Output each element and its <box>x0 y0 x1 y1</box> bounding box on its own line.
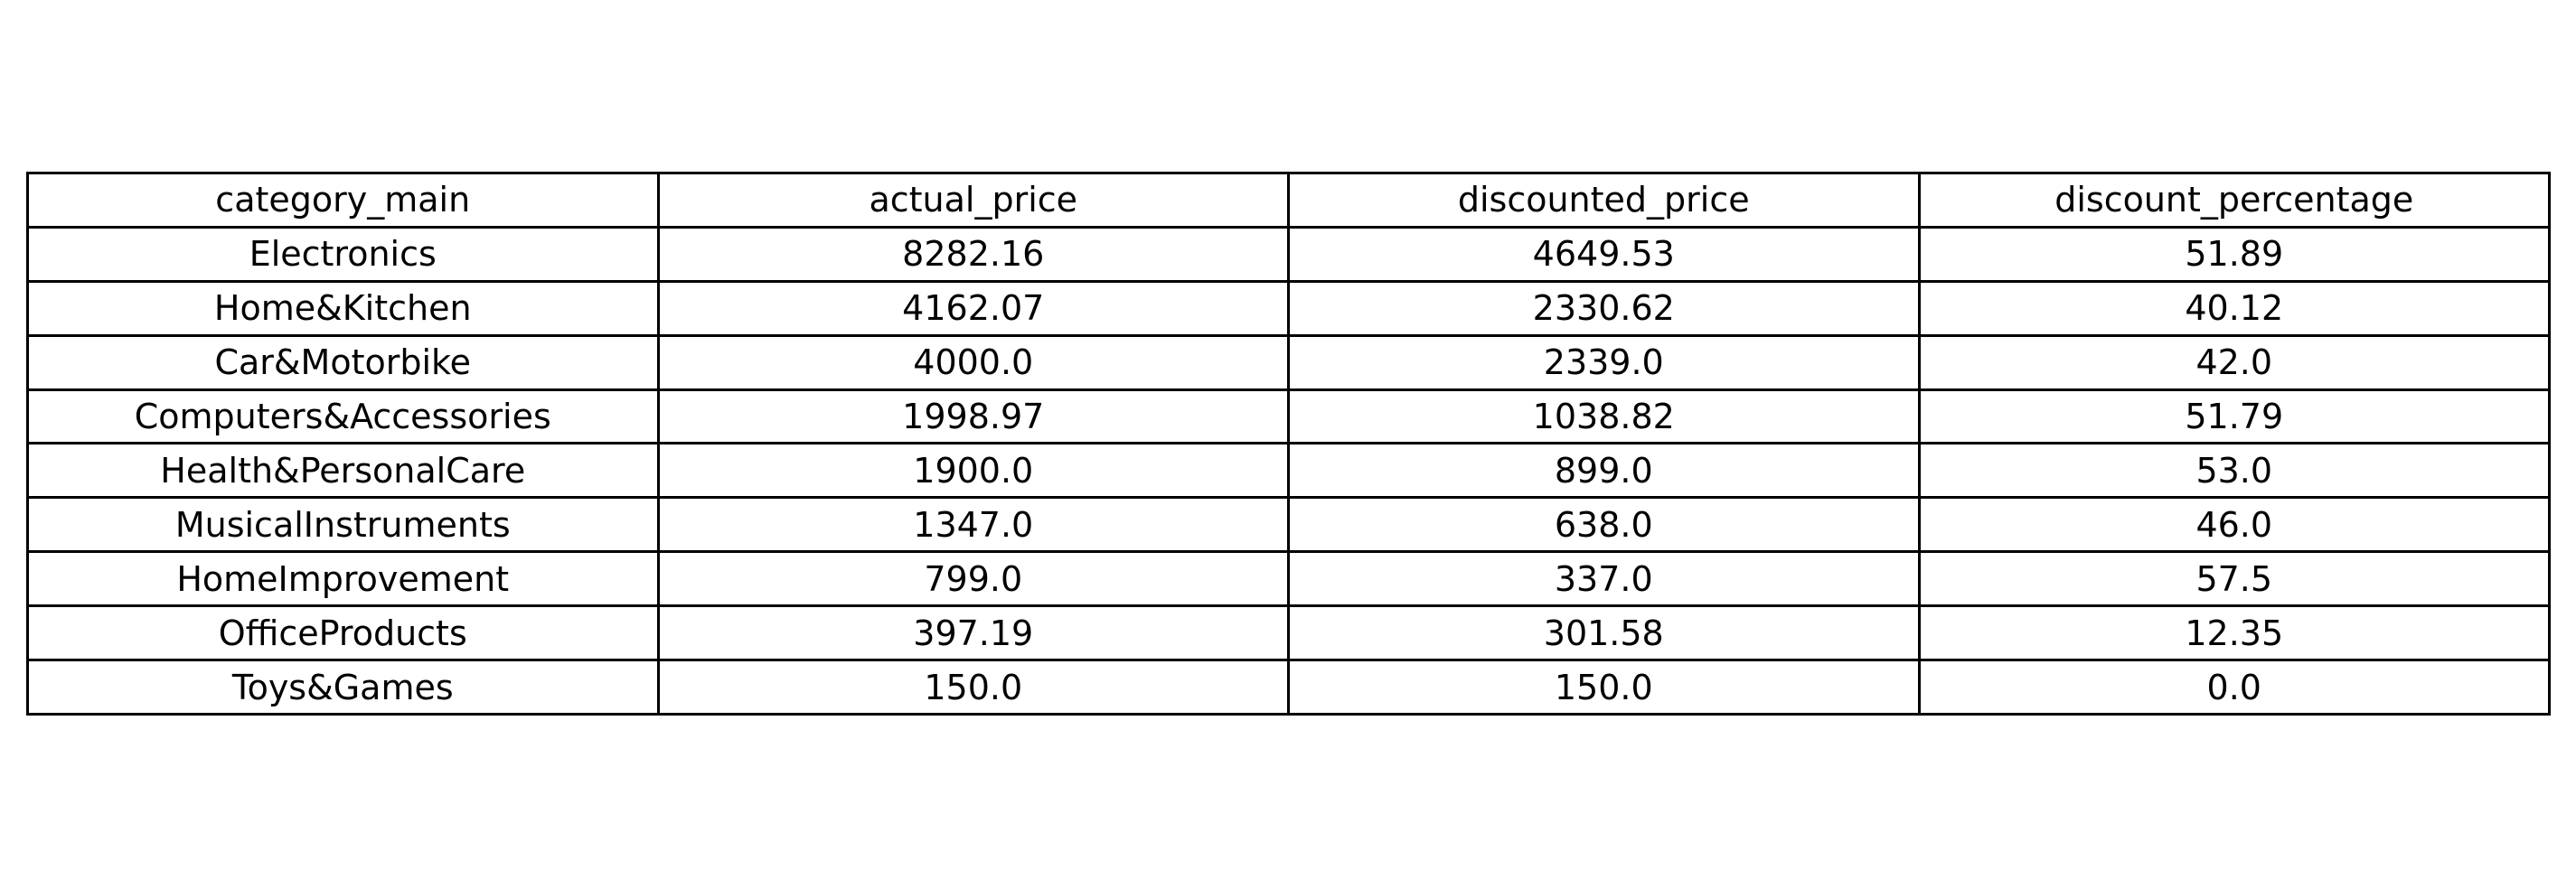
column-header-actual-price: actual_price <box>656 172 1290 229</box>
table-cell-actual-price: 8282.16 <box>656 225 1290 283</box>
table-row: Health&PersonalCare 1900.0 899.0 53.0 <box>26 442 2551 500</box>
table-cell-category-main: OfficeProducts <box>26 604 660 662</box>
table-cell-discount-percentage: 46.0 <box>1917 496 2551 554</box>
table-row: Toys&Games 150.0 150.0 0.0 <box>26 659 2551 716</box>
table-cell-discount-percentage: 51.89 <box>1917 225 2551 283</box>
table-header-row: category_main actual_price discounted_pric… <box>26 172 2551 229</box>
table-cell-actual-price: 1998.97 <box>656 388 1290 445</box>
column-header-category-main: category_main <box>26 172 660 229</box>
table-row: Electronics 8282.16 4649.53 51.89 <box>26 225 2551 283</box>
column-header-discounted-price: discounted_price <box>1287 172 1921 229</box>
table-cell-discounted-price: 2339.0 <box>1287 333 1921 391</box>
table-cell-discounted-price: 1038.82 <box>1287 388 1921 445</box>
table-cell-discount-percentage: 42.0 <box>1917 333 2551 391</box>
table-cell-category-main: HomeImprovement <box>26 550 660 608</box>
table-row: Home&Kitchen 4162.07 2330.62 40.12 <box>26 279 2551 337</box>
table-cell-discounted-price: 4649.53 <box>1287 225 1921 283</box>
table-cell-discounted-price: 150.0 <box>1287 659 1921 716</box>
table-cell-actual-price: 150.0 <box>656 659 1290 716</box>
data-table: category_main actual_price discounted_pric… <box>26 172 2551 716</box>
table-cell-category-main: Electronics <box>26 225 660 283</box>
table-cell-category-main: Health&PersonalCare <box>26 442 660 500</box>
table-cell-discounted-price: 301.58 <box>1287 604 1921 662</box>
table-cell-category-main: Toys&Games <box>26 659 660 716</box>
column-header-discount-percentage: discount_percentage <box>1917 172 2551 229</box>
table-cell-discount-percentage: 40.12 <box>1917 279 2551 337</box>
table-cell-actual-price: 4162.07 <box>656 279 1290 337</box>
table-cell-discounted-price: 337.0 <box>1287 550 1921 608</box>
table-cell-category-main: Computers&Accessories <box>26 388 660 445</box>
table-cell-actual-price: 4000.0 <box>656 333 1290 391</box>
table-cell-discount-percentage: 0.0 <box>1917 659 2551 716</box>
table-cell-actual-price: 397.19 <box>656 604 1290 662</box>
table-cell-discounted-price: 899.0 <box>1287 442 1921 500</box>
table-cell-discounted-price: 638.0 <box>1287 496 1921 554</box>
table-row: MusicalInstruments 1347.0 638.0 46.0 <box>26 496 2551 554</box>
table-cell-discount-percentage: 57.5 <box>1917 550 2551 608</box>
table-cell-discount-percentage: 51.79 <box>1917 388 2551 445</box>
table-row: Computers&Accessories 1998.97 1038.82 51.79 <box>26 388 2551 445</box>
table-cell-discount-percentage: 53.0 <box>1917 442 2551 500</box>
table-cell-discount-percentage: 12.35 <box>1917 604 2551 662</box>
table-cell-category-main: MusicalInstruments <box>26 496 660 554</box>
table-cell-category-main: Car&Motorbike <box>26 333 660 391</box>
table-row: HomeImprovement 799.0 337.0 57.5 <box>26 550 2551 608</box>
table-row: OfficeProducts 397.19 301.58 12.35 <box>26 604 2551 662</box>
table-cell-discounted-price: 2330.62 <box>1287 279 1921 337</box>
table-row: Car&Motorbike 4000.0 2339.0 42.0 <box>26 333 2551 391</box>
table-cell-actual-price: 1347.0 <box>656 496 1290 554</box>
table-cell-actual-price: 1900.0 <box>656 442 1290 500</box>
table-cell-actual-price: 799.0 <box>656 550 1290 608</box>
table-cell-category-main: Home&Kitchen <box>26 279 660 337</box>
